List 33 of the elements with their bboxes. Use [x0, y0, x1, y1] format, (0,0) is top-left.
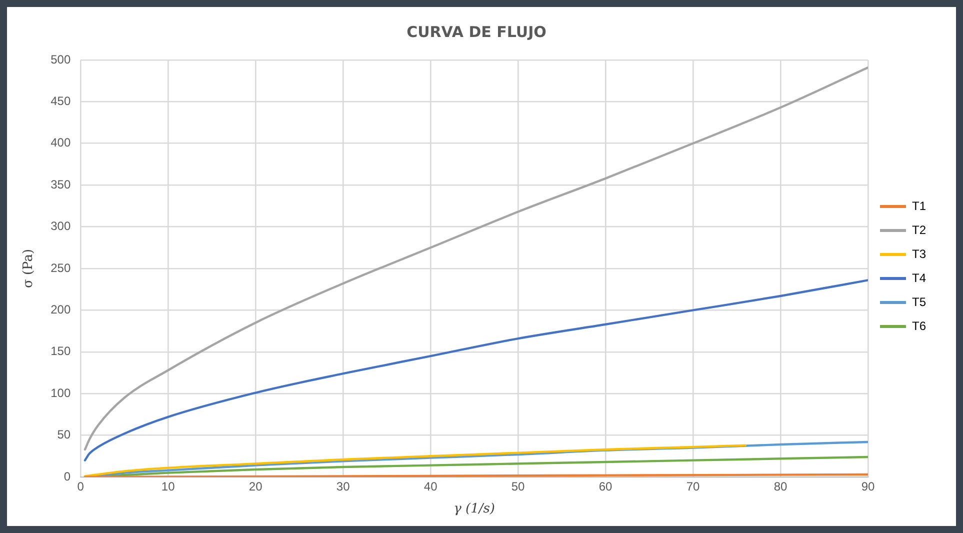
y-tick-label: 500 — [50, 52, 71, 66]
legend-label: T6 — [912, 318, 926, 333]
y-tick-label: 150 — [50, 344, 71, 358]
y-tick-label: 300 — [50, 219, 71, 234]
y-tick-label: 450 — [50, 94, 71, 108]
x-tick-label: 60 — [598, 480, 613, 494]
line-series — [84, 66, 868, 451]
chart-title: CURVA DE FLUJO — [406, 22, 546, 41]
x-tick-label: 20 — [248, 480, 263, 494]
x-tick-label: 0 — [77, 480, 84, 494]
y-axis-title: σ (Pa) — [21, 248, 36, 288]
y-tick-label: 200 — [50, 302, 71, 317]
y-tick-label: 250 — [50, 260, 71, 275]
y-tick-label: 350 — [50, 177, 71, 192]
y-tick-label: 400 — [50, 136, 71, 150]
legend-label: T5 — [912, 294, 926, 309]
legend-label: T1 — [912, 198, 926, 213]
legend-label: T2 — [912, 222, 926, 237]
x-tick-label: 80 — [774, 480, 788, 494]
legend-label: T3 — [912, 246, 926, 261]
x-tick-label: 10 — [161, 480, 176, 494]
x-tick-label: 30 — [336, 480, 350, 494]
y-tick-label: 100 — [50, 386, 71, 400]
line-series — [84, 444, 747, 477]
x-axis-title: γ (1/s) — [454, 502, 495, 517]
x-tick-label: 70 — [686, 480, 700, 494]
x-tick-label: 40 — [424, 480, 438, 494]
line-series — [84, 279, 868, 462]
y-tick-label: 50 — [57, 428, 71, 442]
x-tick-label: 50 — [511, 480, 526, 494]
x-tick-label: 90 — [861, 480, 875, 494]
y-tick-label: 0 — [64, 469, 71, 484]
legend-label: T4 — [912, 270, 926, 285]
